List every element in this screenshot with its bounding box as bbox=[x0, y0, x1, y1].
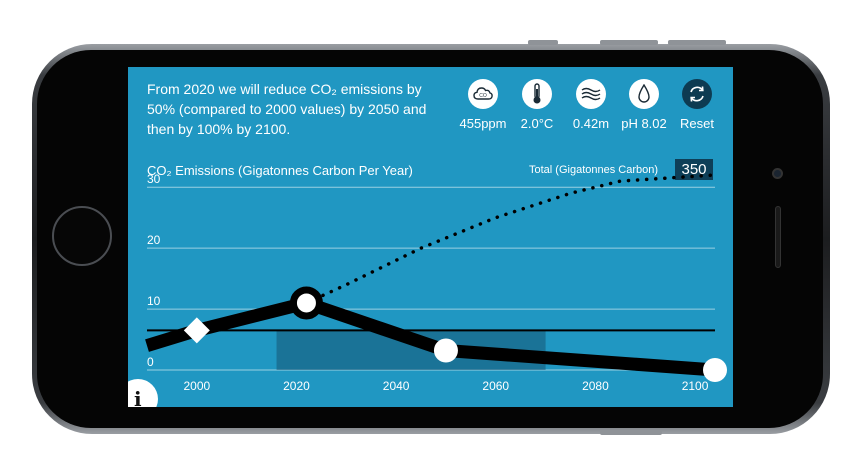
x-tick-label: 2100 bbox=[682, 379, 709, 393]
app-screen: From 2020 we will reduce CO₂ emissions b… bbox=[128, 67, 733, 407]
droplet-icon bbox=[629, 79, 659, 109]
reset-button[interactable]: Reset bbox=[667, 79, 727, 131]
power-button bbox=[600, 430, 662, 435]
x-tick-label: 2080 bbox=[582, 379, 609, 393]
handle-ring[interactable] bbox=[289, 286, 323, 320]
handle-point[interactable] bbox=[433, 338, 458, 363]
x-tick-label: 2040 bbox=[383, 379, 410, 393]
ph-value: pH 8.02 bbox=[621, 116, 667, 131]
cloud-co2-icon: CO bbox=[468, 79, 498, 109]
chart-title: CO₂ Emissions (Gigatonnes Carbon Per Yea… bbox=[147, 163, 413, 178]
total-value: 350 bbox=[675, 159, 713, 180]
volume-button bbox=[668, 40, 726, 45]
sea-level-stat[interactable]: 0.42m bbox=[561, 79, 621, 131]
x-tick-label: 2000 bbox=[183, 379, 210, 393]
temperature-stat[interactable]: 2.0°C bbox=[507, 79, 567, 131]
temperature-value: 2.0°C bbox=[520, 116, 554, 131]
volume-button bbox=[528, 40, 558, 45]
speaker-grille bbox=[775, 206, 781, 268]
emissions-chart[interactable]: 0 10 20 30 2000 2020 2040 2060 2080 2100 bbox=[128, 67, 733, 407]
svg-text:CO: CO bbox=[479, 93, 487, 99]
x-tick-label: 2060 bbox=[482, 379, 509, 393]
reset-label: Reset bbox=[680, 116, 714, 131]
waves-icon bbox=[576, 79, 606, 109]
x-tick-label: 2020 bbox=[283, 379, 310, 393]
refresh-icon bbox=[682, 79, 712, 109]
y-tick-label: 0 bbox=[147, 355, 154, 369]
scenario-description: From 2020 we will reduce CO₂ emissions b… bbox=[147, 81, 427, 137]
total-label: Total (Gigatonnes Carbon) bbox=[529, 164, 659, 176]
sea-level-value: 0.42m bbox=[572, 116, 610, 131]
info-icon: i bbox=[134, 387, 142, 407]
y-tick-label: 10 bbox=[147, 294, 161, 308]
cumulative-dotted-line bbox=[304, 173, 717, 305]
y-tick-label: 30 bbox=[147, 172, 161, 186]
home-button[interactable] bbox=[52, 206, 112, 266]
handle-point[interactable] bbox=[703, 358, 727, 382]
ph-stat[interactable]: pH 8.02 bbox=[614, 79, 674, 131]
co2-stat[interactable]: CO 455ppm bbox=[453, 79, 513, 131]
co2-value: 455ppm bbox=[459, 116, 507, 131]
front-camera bbox=[772, 168, 783, 179]
thermometer-icon bbox=[522, 79, 552, 109]
handle-diamond[interactable] bbox=[183, 317, 210, 344]
volume-button bbox=[600, 40, 658, 45]
y-tick-label: 20 bbox=[147, 233, 161, 247]
